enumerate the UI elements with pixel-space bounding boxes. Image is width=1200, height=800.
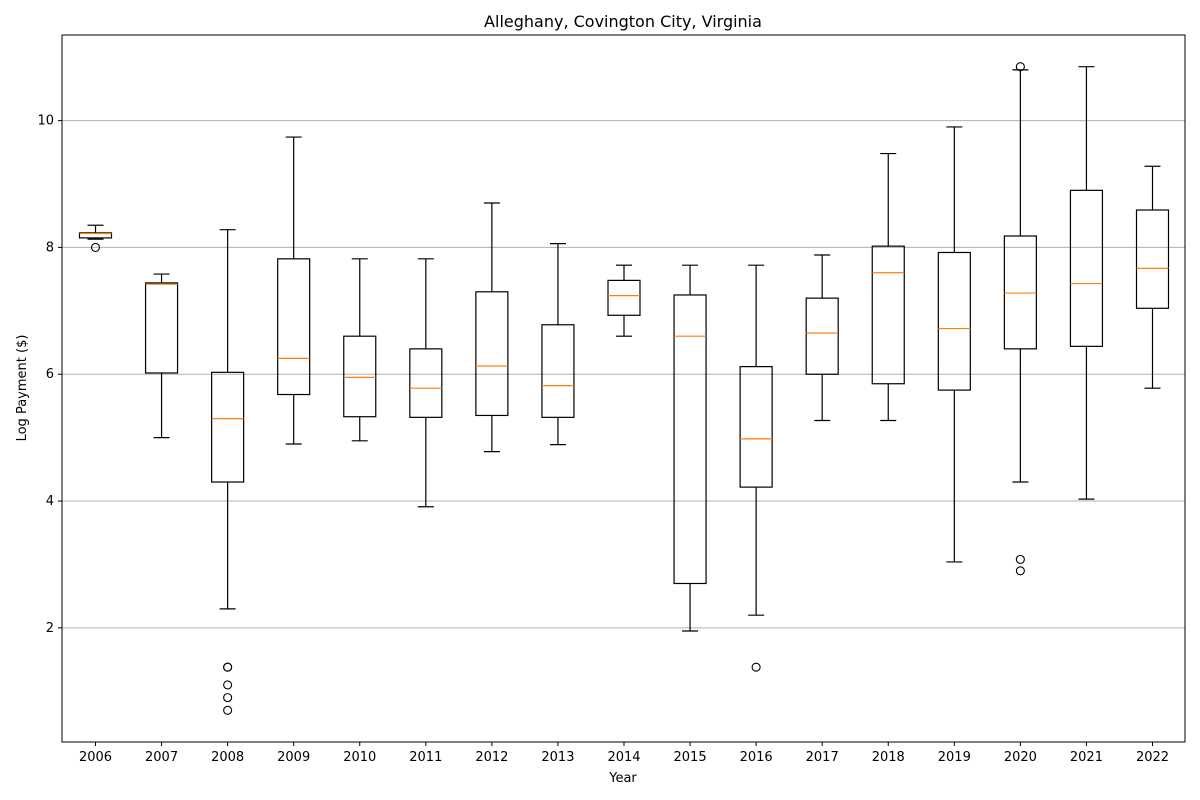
box-iqr <box>409 348 443 418</box>
x-tick-label: 2014 <box>607 750 640 765</box>
box-iqr <box>607 279 641 316</box>
box-2013 <box>541 243 575 446</box>
box-2020 <box>1003 62 1037 576</box>
x-tick-label: 2016 <box>740 750 773 765</box>
outlier-point <box>1015 62 1025 72</box>
box-iqr <box>211 371 245 483</box>
y-tick-label: 6 <box>46 367 54 382</box>
outlier-point <box>223 662 233 672</box>
box-2018 <box>871 152 905 422</box>
x-axis-label: Year <box>608 771 637 786</box>
outlier-point <box>223 693 233 703</box>
box-iqr <box>144 282 179 374</box>
box-2008 <box>211 229 245 715</box>
box-2016 <box>739 264 773 672</box>
box-iqr <box>475 291 509 417</box>
box-2017 <box>805 254 839 422</box>
box-iqr <box>673 294 707 585</box>
outlier-point <box>1015 566 1025 576</box>
box-iqr <box>871 245 905 385</box>
x-tick-label: 2018 <box>872 750 905 765</box>
box-iqr <box>937 251 971 391</box>
box-2011 <box>409 258 443 508</box>
x-tick-label: 2012 <box>475 750 508 765</box>
x-axis-ticks: 2006 2007 2008 2009 2010 2011 2012 2013 2014 2015… <box>79 742 1169 765</box>
y-axis-ticks: 2 4 6 8 10 <box>37 114 62 636</box>
x-tick-label: 2006 <box>79 750 112 765</box>
box-iqr <box>1069 189 1104 347</box>
x-tick-label: 2022 <box>1136 750 1169 765</box>
box-2010 <box>343 258 377 442</box>
box-2015 <box>673 264 707 632</box>
box-iqr <box>739 366 773 488</box>
box-iqr <box>1135 209 1170 309</box>
x-tick-label: 2017 <box>806 750 839 765</box>
x-tick-label: 2015 <box>674 750 707 765</box>
box-2021 <box>1069 66 1104 500</box>
outlier-point <box>90 242 101 252</box>
box-series <box>78 62 1170 715</box>
plot-area-frame <box>61 34 1186 743</box>
box-2006 <box>78 224 113 252</box>
box-2019 <box>937 126 971 563</box>
x-tick-label: 2013 <box>541 750 574 765</box>
box-iqr <box>277 258 311 396</box>
outlier-point <box>751 662 761 672</box>
chart-title: Alleghany, Covington City, Virginia <box>484 12 762 31</box>
y-tick-label: 4 <box>46 494 54 509</box>
x-tick-label: 2008 <box>211 750 244 765</box>
x-tick-label: 2021 <box>1070 750 1103 765</box>
box-iqr <box>343 335 377 418</box>
outlier-point <box>223 680 233 690</box>
x-tick-label: 2007 <box>145 750 178 765</box>
outlier-point <box>223 705 233 715</box>
x-tick-label: 2010 <box>343 750 376 765</box>
y-tick-label: 10 <box>37 114 54 129</box>
y-tick-label: 2 <box>46 621 54 636</box>
box-2022 <box>1135 165 1170 389</box>
gridlines <box>62 120 1185 629</box>
box-2014 <box>607 264 641 337</box>
x-tick-label: 2020 <box>1004 750 1037 765</box>
box-iqr <box>78 232 113 239</box>
y-axis-label: Log Payment ($) <box>15 335 30 442</box>
x-tick-label: 2011 <box>409 750 442 765</box>
box-iqr <box>805 297 839 375</box>
x-tick-label: 2009 <box>277 750 310 765</box>
box-2009 <box>277 136 311 445</box>
box-iqr <box>1003 235 1037 350</box>
x-tick-label: 2019 <box>938 750 971 765</box>
box-2007 <box>144 273 179 439</box>
box-iqr <box>541 324 575 418</box>
box-2012 <box>475 202 509 453</box>
y-tick-label: 8 <box>46 240 54 255</box>
outlier-point <box>1015 554 1025 564</box>
